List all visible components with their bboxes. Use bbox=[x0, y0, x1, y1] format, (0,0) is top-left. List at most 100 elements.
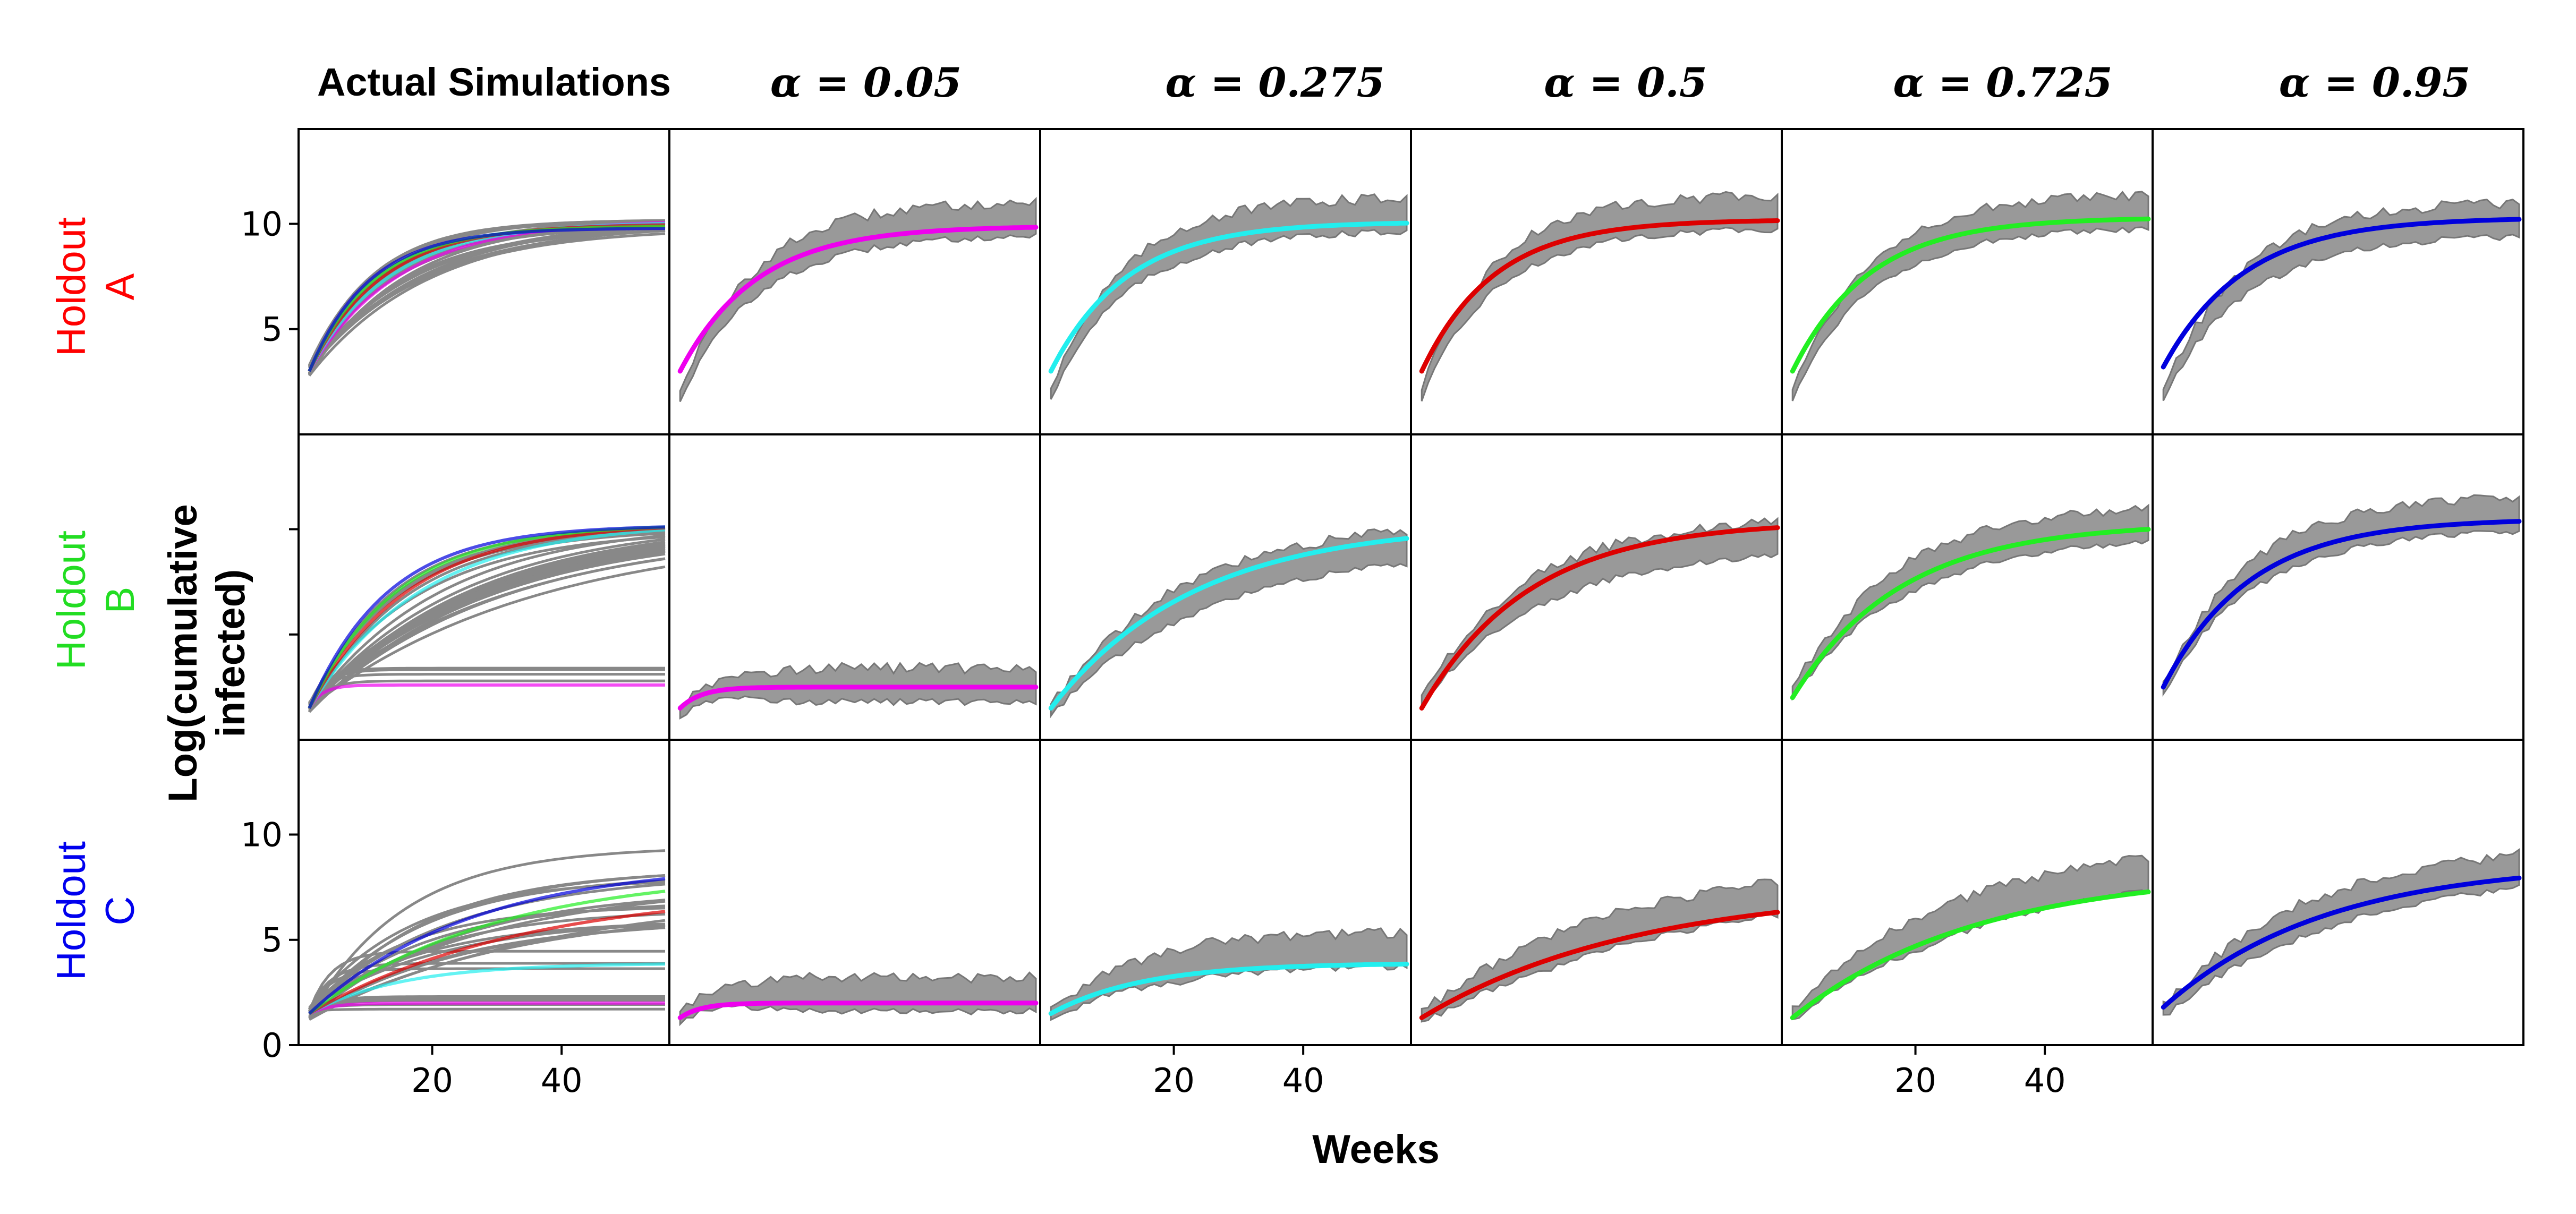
panel-frame bbox=[297, 128, 670, 435]
simulation-trajectory bbox=[308, 225, 666, 371]
y-tick-label: 5 bbox=[262, 310, 283, 349]
model-curve bbox=[677, 225, 1039, 374]
panel-frame bbox=[2152, 128, 2524, 435]
model-curve bbox=[2161, 519, 2522, 690]
panel-frame bbox=[2152, 433, 2524, 741]
y-axis-label: Log(cumulative infected) bbox=[160, 504, 253, 802]
x-tick-label: 40 bbox=[541, 1061, 583, 1100]
simulation-trajectory bbox=[308, 229, 666, 375]
simulation-trajectory bbox=[309, 997, 665, 1009]
y-tick-label: 5 bbox=[262, 921, 283, 960]
simulation-trajectory bbox=[308, 874, 666, 1013]
model-curve bbox=[1790, 527, 2151, 700]
simulation-trajectory bbox=[308, 557, 666, 712]
panel-frame bbox=[668, 128, 1041, 435]
highlight-trajectory bbox=[308, 221, 666, 372]
row-label-b-line2: B bbox=[98, 587, 143, 614]
simulation-trajectory bbox=[308, 542, 666, 711]
highlight-trajectory bbox=[308, 525, 666, 709]
highlight-trajectory bbox=[308, 890, 666, 1015]
row-label-holdout-c: Holdout C bbox=[49, 841, 143, 980]
model-curve bbox=[2161, 875, 2522, 1010]
model-curve bbox=[1048, 961, 1409, 1016]
simulation-band bbox=[1421, 517, 1779, 710]
simulation-band bbox=[1421, 878, 1779, 1023]
panel-r2-c2 bbox=[668, 433, 1041, 741]
model-curve bbox=[1048, 220, 1409, 374]
x-tick-label: 40 bbox=[1282, 1061, 1324, 1100]
panel-frame bbox=[1781, 128, 2154, 435]
simulation-trajectory bbox=[308, 552, 666, 713]
panel-frame bbox=[1039, 128, 1412, 435]
panel-r2-c4 bbox=[1410, 433, 1783, 741]
x-axis-label: Weeks bbox=[1312, 1127, 1439, 1172]
simulation-band bbox=[679, 662, 1037, 720]
highlight-trajectory bbox=[308, 683, 665, 709]
panel-r1-c3 bbox=[1039, 128, 1412, 435]
highlight-trajectory bbox=[308, 526, 666, 709]
simulation-band bbox=[1791, 503, 2149, 701]
row-label-c-line1: Holdout bbox=[49, 841, 94, 980]
simulation-trajectory bbox=[308, 679, 665, 709]
panel-frame bbox=[2152, 739, 2524, 1046]
simulation-trajectory bbox=[308, 995, 665, 1012]
model-curve bbox=[677, 1001, 1039, 1020]
panel-r2-c3 bbox=[1039, 433, 1412, 741]
simulation-trajectory bbox=[308, 666, 665, 705]
column-title-alpha-0.725: α = 0.725 bbox=[1893, 59, 2112, 106]
panel-r3-c2 bbox=[668, 739, 1041, 1046]
panel-r1-c4 bbox=[1410, 128, 1783, 435]
x-tick-label: 20 bbox=[1894, 1061, 1936, 1100]
simulation-trajectory bbox=[308, 999, 665, 1016]
x-tick-label: 20 bbox=[1153, 1061, 1195, 1100]
simulation-trajectory bbox=[308, 538, 666, 708]
panel-r2-c6 bbox=[2152, 433, 2524, 741]
model-curve bbox=[2161, 217, 2522, 370]
highlight-trajectory bbox=[308, 910, 666, 1015]
panel-r3-c6 bbox=[2152, 739, 2524, 1046]
panel-r2-c1 bbox=[289, 433, 670, 741]
panel-r3-c5: 20 40 bbox=[1781, 739, 2154, 1100]
y-tick-label: 10 bbox=[241, 815, 283, 854]
x-tick-label: 40 bbox=[2024, 1061, 2066, 1100]
column-title-alpha-0.275: α = 0.275 bbox=[1165, 59, 1384, 106]
y-tick-label: 0 bbox=[262, 1026, 283, 1065]
panel-r1-c2 bbox=[668, 128, 1041, 435]
row-label-a-line2: A bbox=[98, 273, 143, 300]
model-curve bbox=[677, 685, 1039, 711]
simulation-band bbox=[1791, 854, 2149, 1021]
highlight-trajectory bbox=[308, 877, 666, 1015]
model-curve bbox=[1790, 889, 2151, 1020]
panel-frame bbox=[1781, 433, 2154, 741]
panel-r1-c5 bbox=[1781, 128, 2154, 435]
highlight-trajectory bbox=[308, 962, 666, 1015]
simulation-band bbox=[2162, 199, 2520, 401]
simulation-band bbox=[679, 971, 1037, 1027]
column-title-actual: Actual Simulations bbox=[317, 60, 671, 104]
simulation-trajectory bbox=[308, 849, 666, 1018]
model-curve bbox=[1790, 216, 2151, 374]
panel-frame bbox=[1410, 433, 1783, 741]
simulation-trajectory bbox=[308, 545, 666, 710]
model-curve bbox=[1419, 218, 1780, 374]
highlight-trajectory bbox=[308, 528, 666, 709]
model-curve bbox=[1419, 910, 1780, 1020]
row-label-c-line2: C bbox=[98, 896, 143, 926]
row-label-holdout-b: Holdout B bbox=[49, 531, 143, 670]
highlight-trajectory bbox=[308, 227, 666, 372]
column-title-alpha-0.95: α = 0.95 bbox=[2279, 59, 2470, 106]
highlight-trajectory bbox=[309, 1001, 665, 1015]
panel-r1-c1: 5 10 bbox=[241, 128, 670, 435]
y-axis-label-line2: infected) bbox=[208, 569, 253, 738]
panel-frame bbox=[1410, 128, 1783, 435]
model-curve bbox=[1048, 536, 1409, 711]
panel-r3-c3: 20 40 bbox=[1039, 739, 1412, 1100]
row-label-a-line1: Holdout bbox=[49, 217, 94, 356]
y-axis-label-line1: Log(cumulative bbox=[160, 504, 206, 802]
panel-r1-c6 bbox=[2152, 128, 2524, 435]
simulation-trajectory bbox=[308, 565, 666, 709]
simulation-band bbox=[2162, 848, 2520, 1016]
simulation-band bbox=[1050, 528, 1408, 719]
simulation-trajectory bbox=[309, 1007, 665, 1013]
